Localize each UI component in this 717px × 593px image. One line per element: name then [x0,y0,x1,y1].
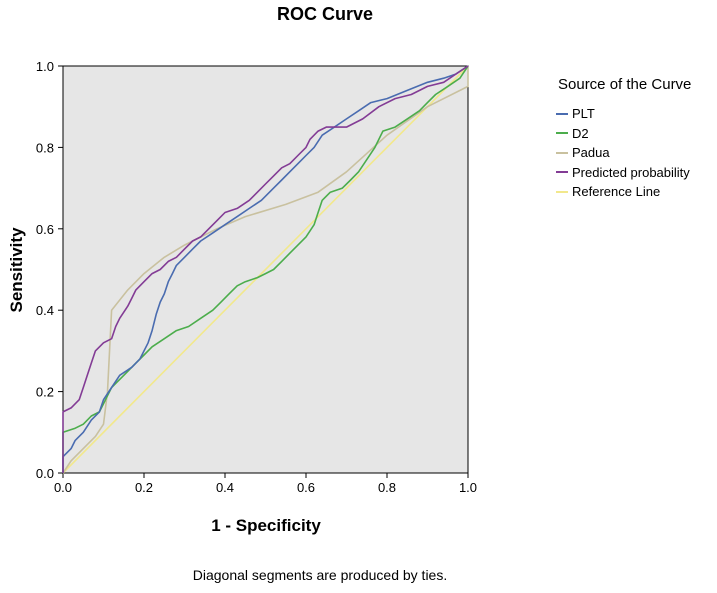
legend-swatch [556,151,568,154]
legend-item: Reference Line [556,182,690,202]
legend-item: PLT [556,104,690,124]
series-line-padua [62,66,469,474]
legend-item: Predicted probability [556,163,690,183]
x-tick-label: 0.0 [54,480,72,495]
legend-label: D2 [572,125,589,141]
legend-swatch [556,112,568,115]
legend-swatch [556,171,568,174]
chart-title: ROC Curve [276,4,374,24]
series-lines [62,65,469,474]
series-line-plt [62,65,469,473]
y-tick-label: 0.8 [36,140,54,155]
legend-item: Padua [556,143,690,163]
x-tick-label: 0.8 [378,480,396,495]
x-tick-label: 0.2 [135,480,153,495]
legend-label: PLT [572,106,595,122]
y-tick-label: 0.6 [36,222,54,237]
legend-swatch [556,190,568,193]
legend: PLT D2 Padua Predicted probability Reference… [556,104,690,202]
legend-swatch [556,132,568,135]
y-tick-label: 0.0 [36,466,54,481]
axis-ticks: 0.0 0.2 0.4 0.6 0.8 1.0 0.0 0.2 0.4 0.6 0.8 1.0 [36,59,477,495]
x-tick-label: 0.4 [216,480,234,495]
legend-title: Source of the Curve [558,76,692,93]
legend-label: Reference Line [572,184,661,200]
chart-footnote: Diagonal segments are produced by ties. [192,567,448,583]
series-line-reference-line [62,65,469,474]
y-tick-label: 0.2 [36,385,54,400]
legend-label: Padua [572,145,610,161]
y-tick-label: 1.0 [36,59,54,74]
y-axis-label: Sensitivity [7,227,26,313]
x-tick-label: 1.0 [459,480,477,495]
legend-label: Predicted probability [572,164,690,180]
x-axis-label: 1 - Specificity [211,516,321,535]
y-tick-label: 0.4 [36,303,54,318]
x-tick-label: 0.6 [297,480,315,495]
legend-item: D2 [556,124,690,144]
series-line-predicted-probability [62,65,469,473]
